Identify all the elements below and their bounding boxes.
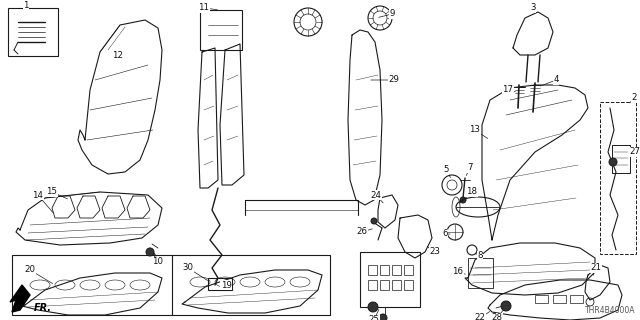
Text: 19: 19 <box>221 281 232 290</box>
Text: 16: 16 <box>452 268 463 276</box>
Circle shape <box>146 248 154 256</box>
Text: 1: 1 <box>23 2 29 11</box>
Text: 21: 21 <box>591 263 602 273</box>
Text: 6: 6 <box>442 229 448 238</box>
Bar <box>12 255 330 315</box>
Text: 10: 10 <box>152 258 163 267</box>
Text: 20: 20 <box>24 266 35 275</box>
Bar <box>404 280 413 290</box>
Circle shape <box>609 158 617 166</box>
Bar <box>200 10 242 50</box>
Text: 13: 13 <box>470 125 481 134</box>
Text: 9: 9 <box>389 10 395 19</box>
Bar <box>380 280 389 290</box>
Bar <box>468 258 493 288</box>
Circle shape <box>501 301 511 311</box>
Circle shape <box>460 197 466 203</box>
Circle shape <box>371 218 377 224</box>
Text: 12: 12 <box>113 51 124 60</box>
Text: 18: 18 <box>467 188 477 196</box>
Bar <box>368 265 377 275</box>
Bar <box>8 8 58 56</box>
Bar <box>612 145 630 173</box>
Bar <box>380 265 389 275</box>
Text: 3: 3 <box>531 4 536 12</box>
Text: 2: 2 <box>631 93 637 102</box>
Text: THR4B4000A: THR4B4000A <box>584 306 635 315</box>
Text: 27: 27 <box>630 148 640 156</box>
Bar <box>360 252 420 307</box>
Bar <box>570 295 583 303</box>
Bar <box>368 280 377 290</box>
Text: 4: 4 <box>553 76 559 84</box>
Text: 11: 11 <box>198 4 209 12</box>
Text: 29: 29 <box>388 76 399 84</box>
Text: 15: 15 <box>47 188 58 196</box>
Text: 7: 7 <box>467 164 473 172</box>
Text: 24: 24 <box>371 190 381 199</box>
Text: 28: 28 <box>492 314 502 320</box>
Text: 25: 25 <box>369 316 380 320</box>
Circle shape <box>368 302 378 312</box>
Bar <box>553 295 566 303</box>
Text: 8: 8 <box>477 252 483 260</box>
Bar <box>535 295 548 303</box>
Text: 26: 26 <box>356 228 367 236</box>
Circle shape <box>379 314 387 320</box>
Text: 30: 30 <box>182 263 193 273</box>
Polygon shape <box>10 285 30 312</box>
Text: FR.: FR. <box>34 303 52 313</box>
Bar <box>208 278 232 290</box>
Bar <box>392 265 401 275</box>
Text: 17: 17 <box>502 85 513 94</box>
Text: 22: 22 <box>474 314 486 320</box>
Text: 23: 23 <box>429 247 440 257</box>
Bar <box>600 102 636 254</box>
Text: 14: 14 <box>33 190 44 199</box>
Bar <box>404 265 413 275</box>
Text: 5: 5 <box>444 165 449 174</box>
Bar <box>392 280 401 290</box>
